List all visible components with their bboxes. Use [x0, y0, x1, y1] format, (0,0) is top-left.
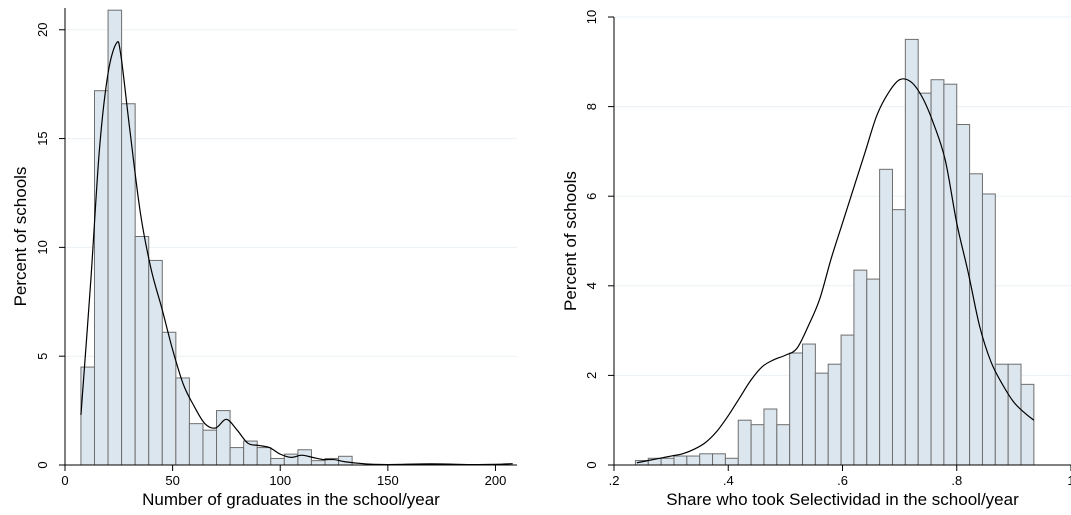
graduates-x-ticks: 0 50 100 150 200	[61, 465, 506, 488]
graduates-histogram-bar	[229, 447, 245, 466]
selectividad-histogram-bar	[699, 453, 714, 466]
selectividad-histogram-bar	[724, 457, 739, 466]
graduates-x-tick-label: 150	[377, 473, 399, 488]
selectividad-histogram-bar	[776, 424, 791, 466]
selectividad-histogram-bar	[660, 457, 675, 466]
graduates-histogram-bar	[107, 9, 123, 466]
graduates-y-tick-label: 20	[35, 23, 50, 37]
graduates-x-tick-label: 200	[485, 473, 507, 488]
selectividad-histogram-bar	[789, 352, 804, 466]
selectividad-histogram-bar	[802, 343, 816, 466]
selectividad-x-ticks: .2 .4 .6 .8 1	[609, 465, 1071, 488]
selectividad-histogram-bar	[879, 168, 893, 466]
selectividad-histogram-bar	[904, 38, 919, 466]
selectividad-histogram-bar	[763, 408, 778, 466]
selectividad-histogram-bar	[930, 79, 945, 466]
selectividad-histogram-bar	[853, 269, 868, 466]
graduates-histogram-bar	[310, 460, 326, 466]
selectividad-x-tick-label: .2	[609, 473, 620, 488]
graduates-histogram-bar	[93, 90, 109, 466]
selectividad-x-tick-label: .8	[951, 473, 962, 488]
graduates-y-tick-label: 10	[35, 240, 50, 254]
selectividad-x-tick-label: .4	[723, 473, 734, 488]
selectividad-histogram-bar	[840, 334, 855, 466]
selectividad-histogram-bar	[1020, 383, 1035, 466]
selectividad-histogram-bar	[1007, 363, 1022, 466]
graduates-histogram-bar	[202, 429, 218, 466]
graduates-histogram-bar	[283, 453, 299, 466]
selectividad-y-tick-label: 0	[584, 461, 599, 468]
selectividad-y-tick-label: 6	[584, 193, 599, 200]
graduates-density-curve	[80, 41, 513, 466]
histogram-selectividad-panel: 0 2 4 6 8 10 .2 .4 .6 .8 1 Percent of schools Sha…	[561, 10, 1071, 509]
graduates-y-ticks: 0 5 10 15 20	[35, 23, 65, 469]
graduates-histogram-bar	[148, 259, 163, 466]
selectividad-histogram-bar	[814, 372, 829, 466]
selectividad-y-tick-label: 10	[584, 10, 599, 24]
selectividad-x-tick-label: 1	[1067, 473, 1071, 488]
graduates-histogram-bar	[216, 410, 231, 466]
selectividad-histogram-bar	[981, 193, 996, 466]
selectividad-y-ticks: 0 2 4 6 8 10	[584, 10, 614, 469]
selectividad-histogram-bar	[712, 453, 726, 466]
selectividad-histogram-bar	[737, 419, 752, 466]
graduates-y-tick-label: 0	[35, 461, 50, 468]
graduates-histogram-bar	[270, 457, 285, 466]
selectividad-y-axis-label: Percent of schools	[561, 171, 580, 311]
graduates-histogram-bar	[134, 236, 150, 466]
selectividad-histogram-bar	[994, 363, 1009, 466]
selectividad-y-tick-label: 8	[584, 103, 599, 110]
graduates-x-tick-label: 100	[269, 473, 291, 488]
graduates-histogram-bar	[256, 447, 272, 466]
graduates-histogram-bar	[188, 423, 204, 466]
selectividad-histogram-bar	[956, 124, 971, 466]
selectividad-histogram-bar	[891, 209, 906, 466]
selectividad-histogram-bar	[686, 455, 701, 466]
selectividad-histogram-bar	[917, 92, 932, 466]
graduates-histogram-bar	[175, 377, 190, 466]
selectividad-x-axis-label: Share who took Selectividad in the schoo…	[666, 490, 1019, 509]
selectividad-gridlines	[614, 16, 1071, 376]
selectividad-density-curve	[636, 78, 1035, 464]
selectividad-histogram-bar	[827, 363, 842, 466]
graduates-histogram-bar	[297, 449, 312, 466]
selectividad-y-tick-label: 2	[584, 372, 599, 379]
graduates-x-axis-label: Number of graduates in the school/year	[142, 490, 440, 509]
selectividad-x-tick-label: .6	[837, 473, 848, 488]
selectividad-histogram-bar	[943, 83, 958, 466]
graduates-y-axis-label: Percent of schools	[11, 167, 30, 307]
graduates-y-tick-label: 5	[35, 353, 50, 360]
graduates-histogram-bars	[80, 9, 353, 466]
selectividad-histogram-bars	[634, 38, 1035, 466]
graduates-y-tick-label: 15	[35, 131, 50, 145]
selectividad-histogram-bar	[750, 424, 765, 466]
selectividad-histogram-bar	[969, 173, 983, 466]
graduates-x-tick-label: 0	[61, 473, 68, 488]
selectividad-histogram-bar	[673, 455, 688, 466]
graduates-x-tick-label: 50	[165, 473, 179, 488]
selectividad-histogram-bar	[866, 278, 881, 466]
histogram-graduates-panel: 0 5 10 15 20 0 50 100 150 200 Percent of schools…	[11, 8, 517, 509]
selectividad-y-tick-label: 4	[584, 282, 599, 289]
